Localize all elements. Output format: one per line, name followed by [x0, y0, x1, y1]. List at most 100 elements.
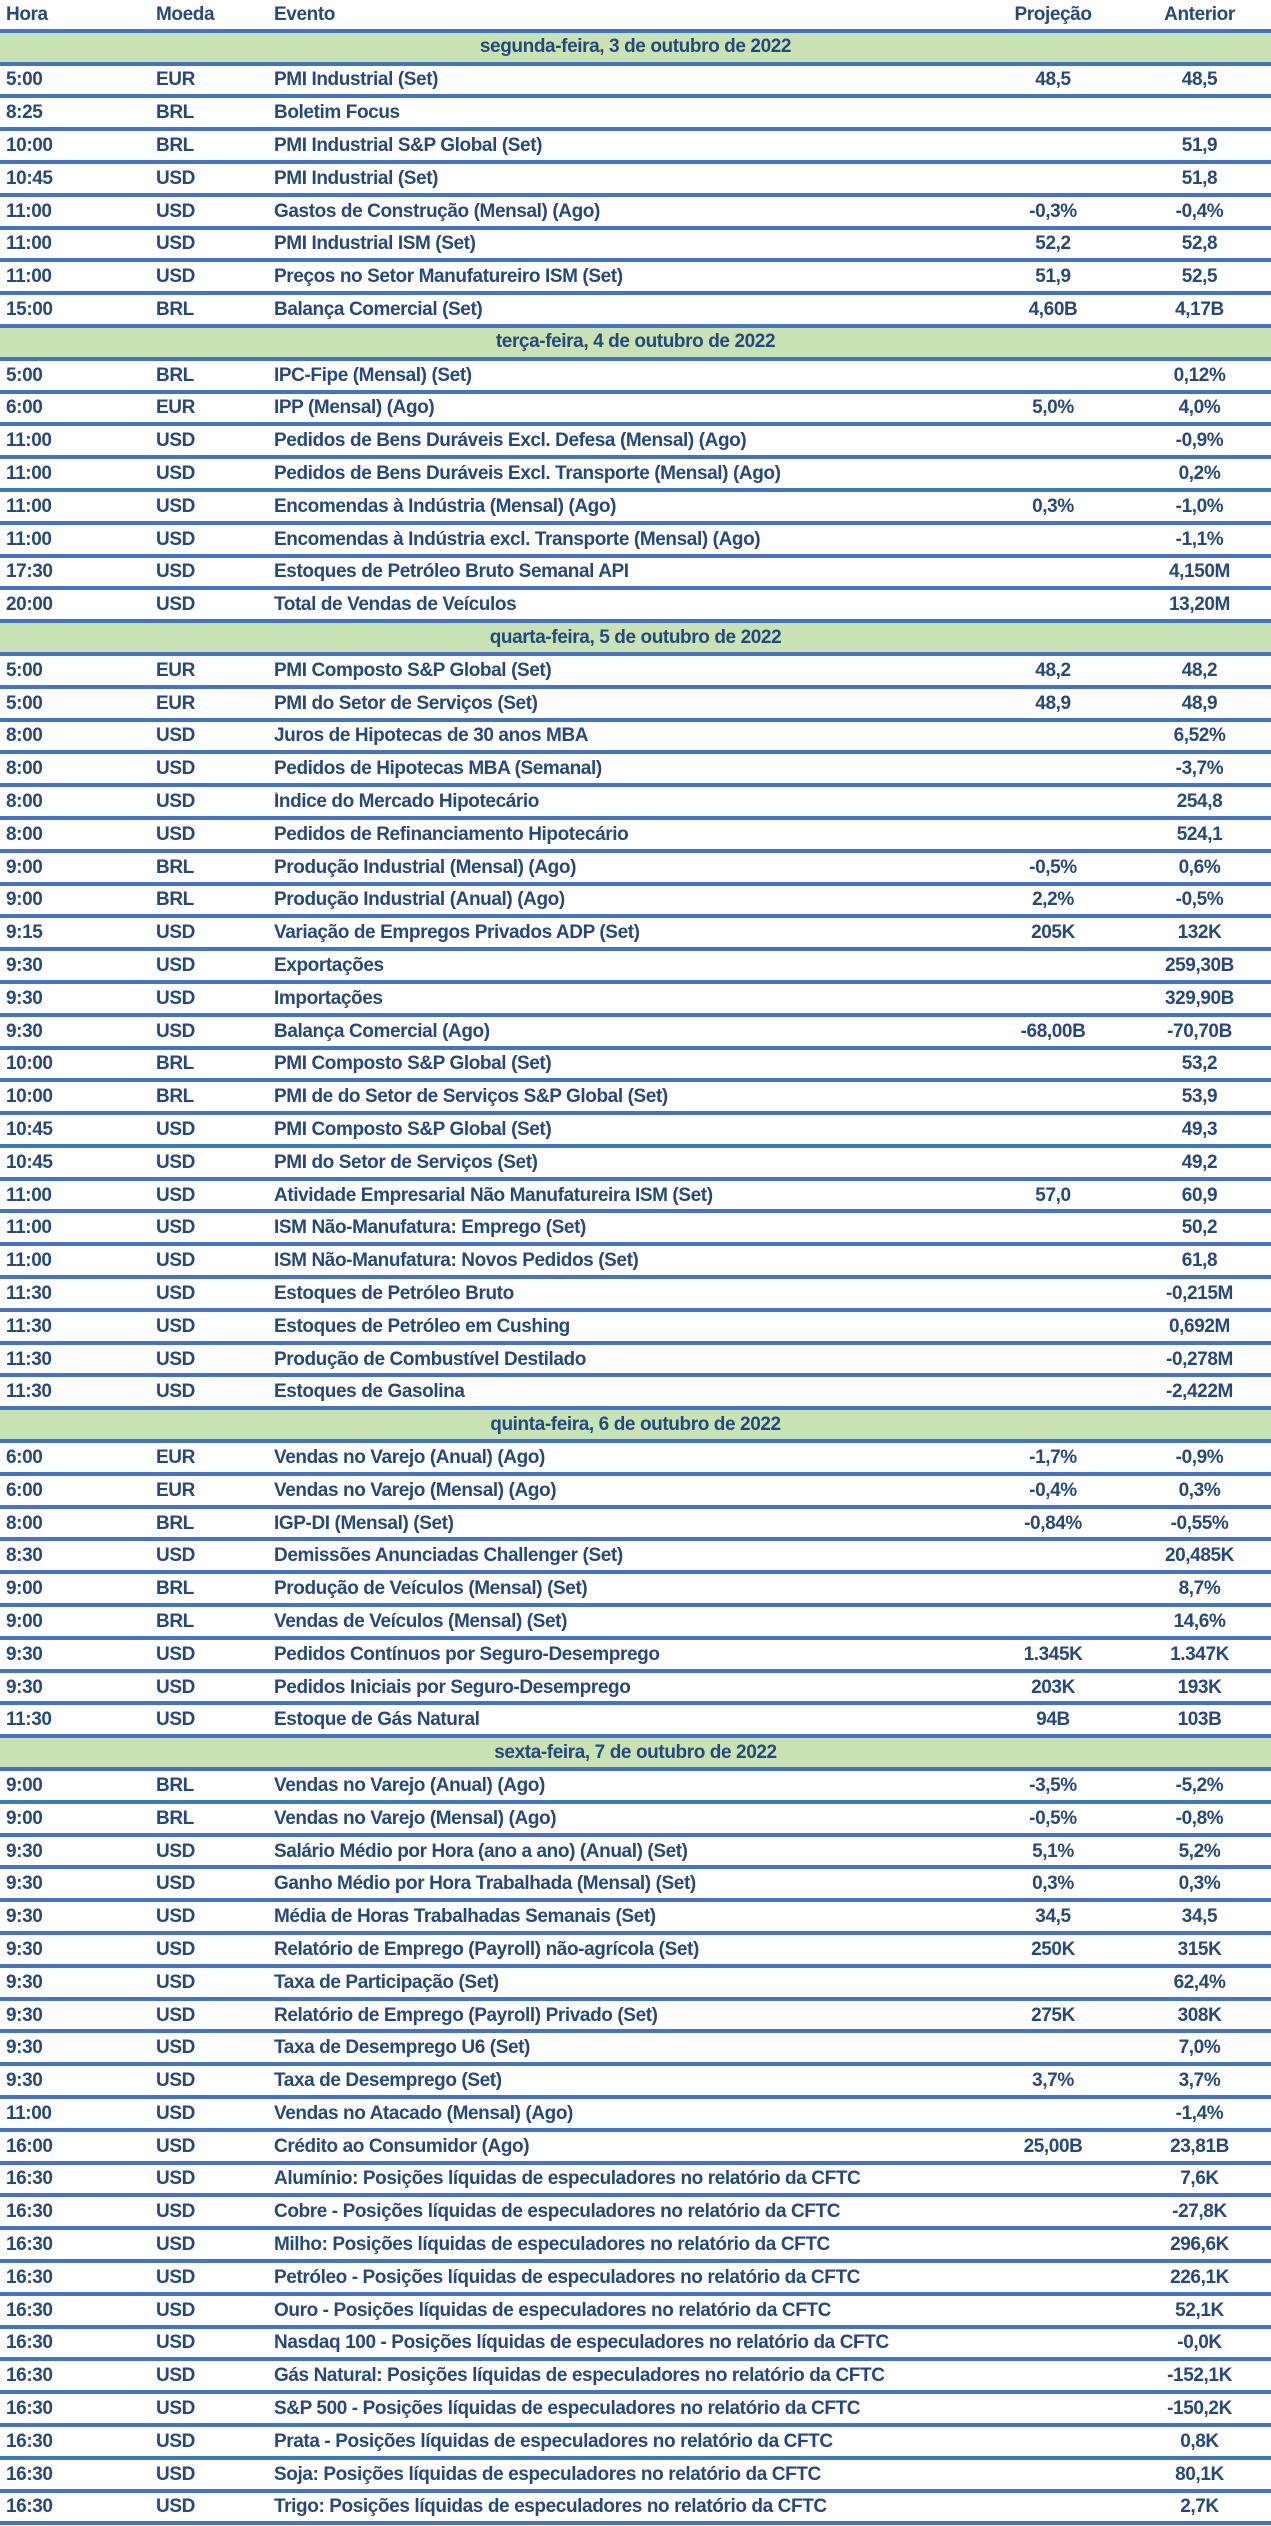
table-row: 5:00 EUR PMI Composto S&P Global (Set) 48,2…	[0, 655, 1271, 689]
moeda-cell: USD	[156, 2464, 195, 2484]
moeda-cell: USD	[156, 496, 195, 516]
anterior-cell: 0,12%	[1173, 365, 1226, 385]
projecao-cell: -0,3%	[1029, 201, 1077, 221]
anterior-cell: -1,1%	[1175, 529, 1224, 549]
projecao-cell: 5,1%	[1032, 1841, 1074, 1861]
moeda-cell: USD	[156, 595, 195, 615]
anterior-cell: -0,55%	[1170, 1513, 1229, 1533]
hora-cell: 9:30	[6, 1841, 43, 1861]
evento-cell: Gás Natural: Posições líquidas de especu…	[274, 2366, 885, 2386]
moeda-cell: USD	[156, 2497, 195, 2517]
evento-cell: Preços no Setor Manufatureiro ISM (Set)	[274, 267, 623, 287]
evento-cell: Estoques de Gasolina	[274, 1382, 465, 1402]
anterior-cell: 259,30B	[1164, 956, 1235, 975]
table-row: 9:00 BRL Vendas no Varejo (Anual) (Ago) -3,…	[0, 1771, 1271, 1804]
projecao-cell: 48,5	[1035, 70, 1071, 90]
hora-cell: 9:30	[6, 2005, 43, 2025]
hora-cell: 9:30	[6, 956, 43, 975]
anterior-cell: 52,1K	[1175, 2300, 1224, 2320]
hora-cell: 9:00	[6, 1808, 43, 1828]
evento-cell: IPP (Mensal) (Ago)	[274, 398, 435, 418]
anterior-cell: 7,0%	[1178, 2038, 1221, 2058]
anterior-cell: 52,5	[1181, 267, 1218, 287]
evento-cell: Vendas no Varejo (Mensal) (Ago)	[274, 1808, 557, 1828]
table-row: 16:30 USD S&P 500 - Posições líquidas de e…	[0, 2394, 1271, 2427]
table-row: 11:30 USD Estoques de Gasolina -2,422M	[0, 1377, 1271, 1411]
moeda-cell: USD	[156, 234, 195, 254]
evento-cell: Crédito ao Consumidor (Ago)	[274, 2136, 530, 2156]
moeda-cell: USD	[156, 1021, 195, 1041]
hora-cell: 10:45	[6, 1119, 53, 1139]
anterior-cell: 48,9	[1181, 693, 1218, 713]
moeda-cell: USD	[156, 1119, 195, 1139]
hora-cell: 9:00	[6, 857, 43, 877]
anterior-cell: -0,4%	[1175, 201, 1224, 221]
hora-cell: 10:00	[6, 136, 53, 156]
anterior-cell: 254,8	[1176, 792, 1223, 812]
hora-cell: 10:45	[6, 168, 53, 188]
projecao-cell: -1,7%	[1029, 1447, 1077, 1467]
anterior-cell: -3,7%	[1175, 759, 1224, 779]
anterior-cell: 2,7K	[1180, 2497, 1219, 2517]
moeda-cell: BRL	[156, 1775, 194, 1795]
anterior-cell: 6,52%	[1173, 726, 1226, 746]
anterior-cell: 53,9	[1181, 1087, 1218, 1107]
anterior-cell: 315K	[1177, 1939, 1222, 1959]
moeda-cell: USD	[156, 2300, 195, 2320]
projecao-cell: 205K	[1031, 923, 1075, 943]
moeda-cell: USD	[156, 562, 195, 582]
hora-cell: 6:00	[6, 1480, 43, 1500]
anterior-cell: -27,8K	[1172, 2202, 1227, 2222]
evento-cell: PMI Composto S&P Global (Set)	[274, 1054, 552, 1074]
hora-cell: 9:30	[6, 2071, 43, 2091]
evento-cell: Demissões Anunciadas Challenger (Set)	[274, 1546, 623, 1566]
anterior-cell: 49,2	[1181, 1152, 1218, 1172]
anterior-cell: 5,2%	[1178, 1841, 1221, 1861]
moeda-cell: BRL	[156, 1579, 194, 1599]
hora-cell: 5:00	[6, 693, 43, 713]
table-row: 11:00 USD Encomendas à Indústria excl. Tra…	[0, 524, 1271, 558]
moeda-cell: BRL	[156, 136, 194, 156]
moeda-cell: USD	[156, 2431, 195, 2451]
hora-cell: 11:00	[6, 464, 52, 484]
column-header-projecao: Projeção	[1014, 4, 1092, 24]
table-row: 10:00 BRL PMI Industrial S&P Global (Set) 5…	[0, 131, 1271, 164]
table-row: 10:00 BRL PMI Composto S&P Global (Set) 53,…	[0, 1049, 1271, 1083]
hora-cell: 16:30	[6, 2497, 53, 2517]
evento-cell: Vendas no Atacado (Mensal) (Ago)	[274, 2103, 573, 2123]
projecao-cell: 275K	[1031, 2005, 1075, 2025]
projecao-cell: 203K	[1031, 1677, 1075, 1697]
anterior-cell: -70,70B	[1167, 1021, 1232, 1041]
day-header: quinta-feira, 6 de outubro de 2022	[0, 1410, 1271, 1444]
anterior-cell: 308K	[1177, 2005, 1222, 2025]
anterior-cell: 524,1	[1176, 824, 1223, 844]
hora-cell: 11:00	[6, 529, 52, 549]
moeda-cell: USD	[156, 1316, 195, 1336]
table-row: 11:30 USD Produção de Combustível Destilad…	[0, 1344, 1271, 1378]
hora-cell: 11:30	[6, 1710, 52, 1730]
moeda-cell: USD	[156, 2202, 195, 2222]
table-row: 11:00 USD Pedidos de Bens Duráveis Excl. D…	[0, 426, 1271, 460]
anterior-cell: 53,2	[1181, 1054, 1218, 1074]
projecao-cell: 0,3%	[1032, 496, 1074, 516]
anterior-cell: -5,2%	[1175, 1775, 1224, 1795]
day-header: quarta-feira, 5 de outubro de 2022	[0, 623, 1271, 656]
hora-cell: 11:00	[6, 1251, 52, 1271]
evento-cell: Milho: Posições líquidas de especuladore…	[274, 2235, 830, 2255]
projecao-cell: 250K	[1031, 1939, 1075, 1959]
hora-cell: 16:30	[6, 2431, 53, 2451]
projecao-cell: 25,00B	[1023, 2136, 1083, 2156]
evento-cell: PMI de do Setor de Serviços S&P Global (…	[274, 1087, 668, 1107]
table-row: 10:45 USD PMI Industrial (Set) 51,8	[0, 163, 1271, 197]
hora-cell: 16:30	[6, 2464, 53, 2484]
day-header: sexta-feira, 7 de outubro de 2022	[0, 1738, 1271, 1772]
hora-cell: 5:00	[6, 660, 43, 680]
evento-cell: PMI Industrial S&P Global (Set)	[274, 136, 543, 156]
day-header: segunda-feira, 3 de outubro de 2022	[0, 32, 1271, 66]
column-header-evento: Evento	[274, 4, 335, 24]
evento-cell: Pedidos de Bens Duráveis Excl. Defesa (M…	[274, 431, 747, 451]
table-row: 11:30 USD Estoques de Petróleo Bruto -0,215…	[0, 1279, 1271, 1312]
evento-cell: Taxa de Desemprego (Set)	[274, 2071, 502, 2091]
projecao-cell: 34,5	[1035, 1907, 1071, 1927]
hora-cell: 16:30	[6, 2366, 53, 2386]
